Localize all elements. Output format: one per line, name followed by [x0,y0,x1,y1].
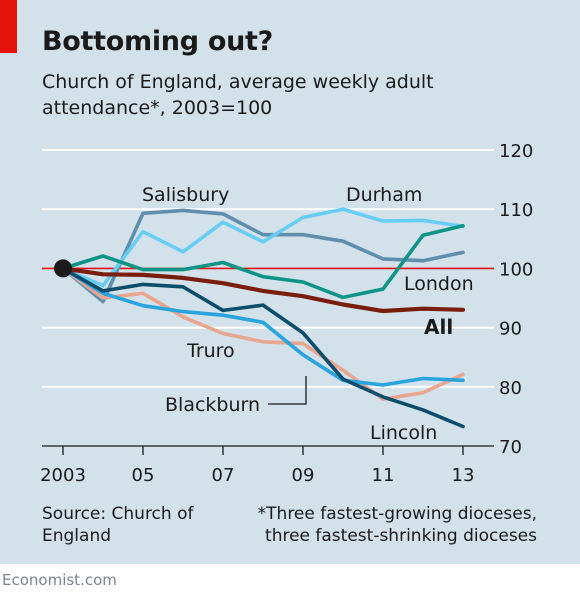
series-label-salisbury: Salisbury [142,184,229,206]
line-chart: 70 80 90 100 110 120 2003 05 07 09 11 13 Salisbury… [40,141,533,486]
series-line-blackburn [61,266,465,387]
y-tick-label-70: 70 [499,437,522,458]
y-tick-label-80: 80 [499,378,522,399]
x-tick-label-2011: 11 [372,465,395,486]
y-tick-label-90: 90 [499,319,522,340]
series-line-durham [61,207,465,288]
x-tick-label-2007: 07 [212,465,235,486]
series-line-all [60,266,466,314]
y-tick-label-110: 110 [499,200,533,221]
series-line-lincoln [61,266,465,429]
series-lines [54,207,466,429]
source-note: Source: Church of England [42,504,194,546]
footnote: *Three fastest-growing dioceses, three f… [257,504,537,546]
series-label-all: All [424,315,453,339]
y-tick-label-120: 120 [499,141,533,162]
x-tick-label-2009: 09 [292,465,315,486]
y-tick-label-100: 100 [499,259,533,280]
series-label-blackburn: Blackburn [165,394,260,416]
series-line-london [61,224,465,300]
series-labels: Salisbury Durham London All Truro Blackburn Li… [142,184,474,444]
x-tick-label-2003: 2003 [40,465,86,486]
start-marker [54,259,72,278]
x-tick-label-2013: 13 [452,465,475,486]
series-label-truro: Truro [186,340,235,362]
series-label-london: London [404,273,474,295]
accent-bar [0,0,17,53]
chart-title: Bottoming out? [42,26,273,57]
series-line-truro [61,266,465,402]
chart-subtitle: Church of England, average weekly adult … [42,71,434,119]
brand-label: Economist.com [2,571,117,589]
y-axis-ticks: 70 80 90 100 110 120 [499,141,533,458]
series-label-durham: Durham [346,184,422,206]
x-tick-label-2005: 05 [132,465,155,486]
series-label-lincoln: Lincoln [370,422,437,444]
series-line-salisbury [61,208,465,304]
blackburn-leader-line [268,376,307,405]
x-axis: 2003 05 07 09 11 13 [40,446,474,486]
